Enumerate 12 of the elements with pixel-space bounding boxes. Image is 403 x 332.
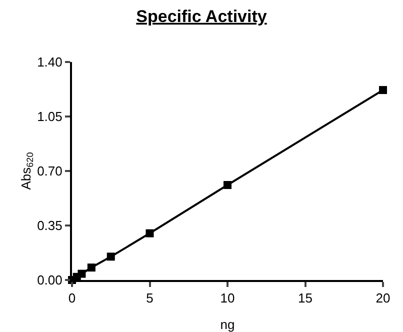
x-tick-label: 20: [376, 290, 390, 306]
y-tick-label: 0.00: [37, 272, 62, 288]
x-axis-title: ng: [220, 317, 235, 332]
x-tick-label: 10: [220, 290, 235, 306]
y-tick-label: 1.05: [37, 109, 62, 124]
y-tick-label: 0.35: [37, 218, 62, 234]
y-tick-label: 1.40: [37, 54, 62, 70]
x-tick-label: 0: [68, 290, 76, 306]
x-tick-label: 15: [298, 290, 312, 306]
y-tick-label: 0.70: [37, 164, 62, 179]
x-tick-label: 5: [146, 290, 154, 306]
chart-title: Specific Activity: [136, 6, 268, 26]
